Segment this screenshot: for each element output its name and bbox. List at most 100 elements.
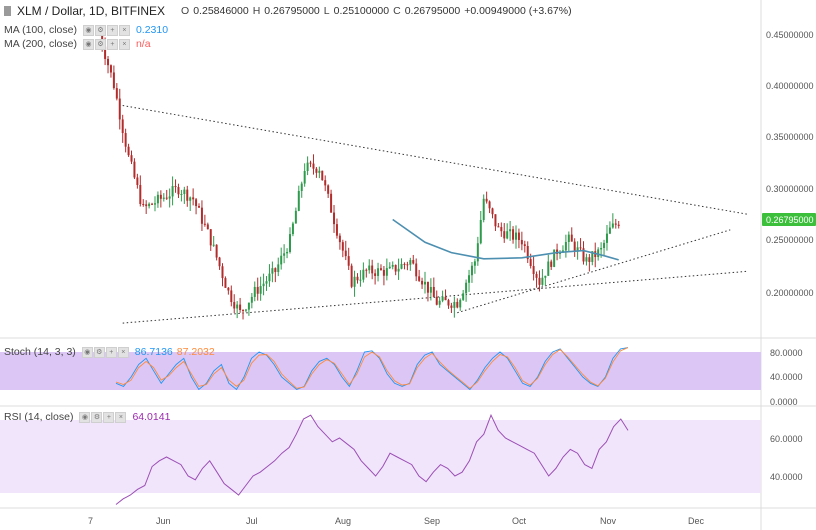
eye-icon[interactable]: ◉ (82, 24, 94, 36)
candle-body (432, 286, 435, 297)
candle-body (347, 256, 350, 266)
rsi-legend: RSI (14, close) ◉ ⚙ + × 64.0141 (4, 411, 170, 423)
eye-icon[interactable]: ◉ (81, 346, 93, 358)
candle-body (324, 180, 327, 186)
candle-body (121, 119, 124, 134)
ma200-value: n/a (135, 38, 151, 50)
candle-body (288, 234, 291, 252)
close-label: C (393, 5, 401, 17)
candle-body (608, 227, 611, 234)
candle-body (265, 281, 268, 284)
candle-body (177, 187, 180, 195)
candle-body (468, 275, 471, 283)
stoch-k-value: 86.7136 (134, 346, 173, 358)
ma100-controls[interactable]: ◉ ⚙ + × (82, 24, 130, 36)
candle-body (362, 269, 365, 280)
candle-body (198, 206, 201, 208)
candle-body (611, 223, 614, 228)
ma200-label: MA (200, close) (4, 38, 77, 50)
candle-body (242, 310, 245, 312)
candle-body (356, 276, 359, 281)
candle-body (371, 265, 374, 274)
price-tick-2: 0.35000000 (766, 132, 814, 142)
symbol-collapse-icon[interactable] (4, 6, 11, 16)
plus-icon[interactable]: + (106, 38, 118, 50)
candle-body (409, 260, 412, 265)
plus-icon[interactable]: + (103, 411, 115, 423)
stoch-controls[interactable]: ◉ ⚙ + × (81, 346, 129, 358)
candle-body (118, 98, 121, 120)
price-tick-4: 0.25000000 (766, 235, 814, 245)
candle-body (526, 245, 529, 260)
candle-body (488, 201, 491, 209)
candle-body (333, 212, 336, 225)
candle-body (224, 278, 227, 288)
candle-body (109, 65, 112, 73)
candle-body (189, 197, 192, 201)
candle-body (171, 186, 174, 197)
close-icon[interactable]: × (118, 38, 130, 50)
candle-body (415, 263, 418, 277)
candle-body (203, 223, 206, 225)
candle-body (244, 309, 247, 311)
candle-body (133, 161, 136, 178)
candle-body (582, 248, 585, 262)
candle-body (564, 241, 567, 251)
candle-body (306, 162, 309, 172)
gear-icon[interactable]: ⚙ (93, 346, 105, 358)
trendlines (122, 105, 748, 324)
rsi-band (0, 420, 761, 493)
plus-icon[interactable]: + (106, 24, 118, 36)
ma100-line (392, 218, 619, 261)
high-label: H (252, 5, 261, 17)
stoch-k-line (115, 347, 629, 391)
candle-body (104, 46, 107, 59)
candle-body (256, 286, 259, 294)
candle-body (424, 281, 427, 285)
stoch-label: Stoch (14, 3, 3) (4, 346, 76, 358)
candle-body (520, 239, 523, 245)
stoch-tick-1: 40.0000 (770, 372, 803, 382)
close-icon[interactable]: × (118, 24, 130, 36)
candle-body (212, 244, 215, 246)
gear-icon[interactable]: ⚙ (91, 411, 103, 423)
gear-icon[interactable]: ⚙ (94, 38, 106, 50)
candle-body (227, 287, 230, 291)
candle-body (529, 259, 532, 267)
time-tick-0: 7 (88, 516, 93, 526)
candle-body (438, 300, 441, 305)
candle-body (603, 242, 606, 249)
eye-icon[interactable]: ◉ (79, 411, 91, 423)
close-value: 0.26795000 (404, 5, 461, 17)
candle-body (318, 170, 321, 173)
candle-body (547, 261, 550, 276)
candle-body (617, 224, 620, 226)
candle-body (485, 198, 488, 202)
candle-body (567, 234, 570, 242)
rsi-controls[interactable]: ◉ ⚙ + × (79, 411, 127, 423)
candle-body (271, 268, 274, 274)
candle-body (312, 163, 315, 169)
candle-body (418, 276, 421, 281)
close-icon[interactable]: × (117, 346, 129, 358)
candle-body (441, 296, 444, 301)
candle-body (300, 183, 303, 191)
candle-body (506, 231, 509, 239)
candle-body (585, 257, 588, 262)
gear-icon[interactable]: ⚙ (94, 24, 106, 36)
candle-body (421, 280, 424, 285)
eye-icon[interactable]: ◉ (82, 38, 94, 50)
candle-body (330, 193, 333, 213)
candle-body (391, 264, 394, 267)
close-icon[interactable]: × (115, 411, 127, 423)
rsi-line (115, 413, 629, 505)
candle-body (151, 203, 154, 205)
candle-body (335, 224, 338, 236)
plus-icon[interactable]: + (105, 346, 117, 358)
ma200-controls[interactable]: ◉ ⚙ + × (82, 38, 130, 50)
candle-body (453, 301, 456, 308)
candle-body (535, 273, 538, 278)
candle-body (600, 248, 603, 250)
candle-body (406, 264, 409, 266)
